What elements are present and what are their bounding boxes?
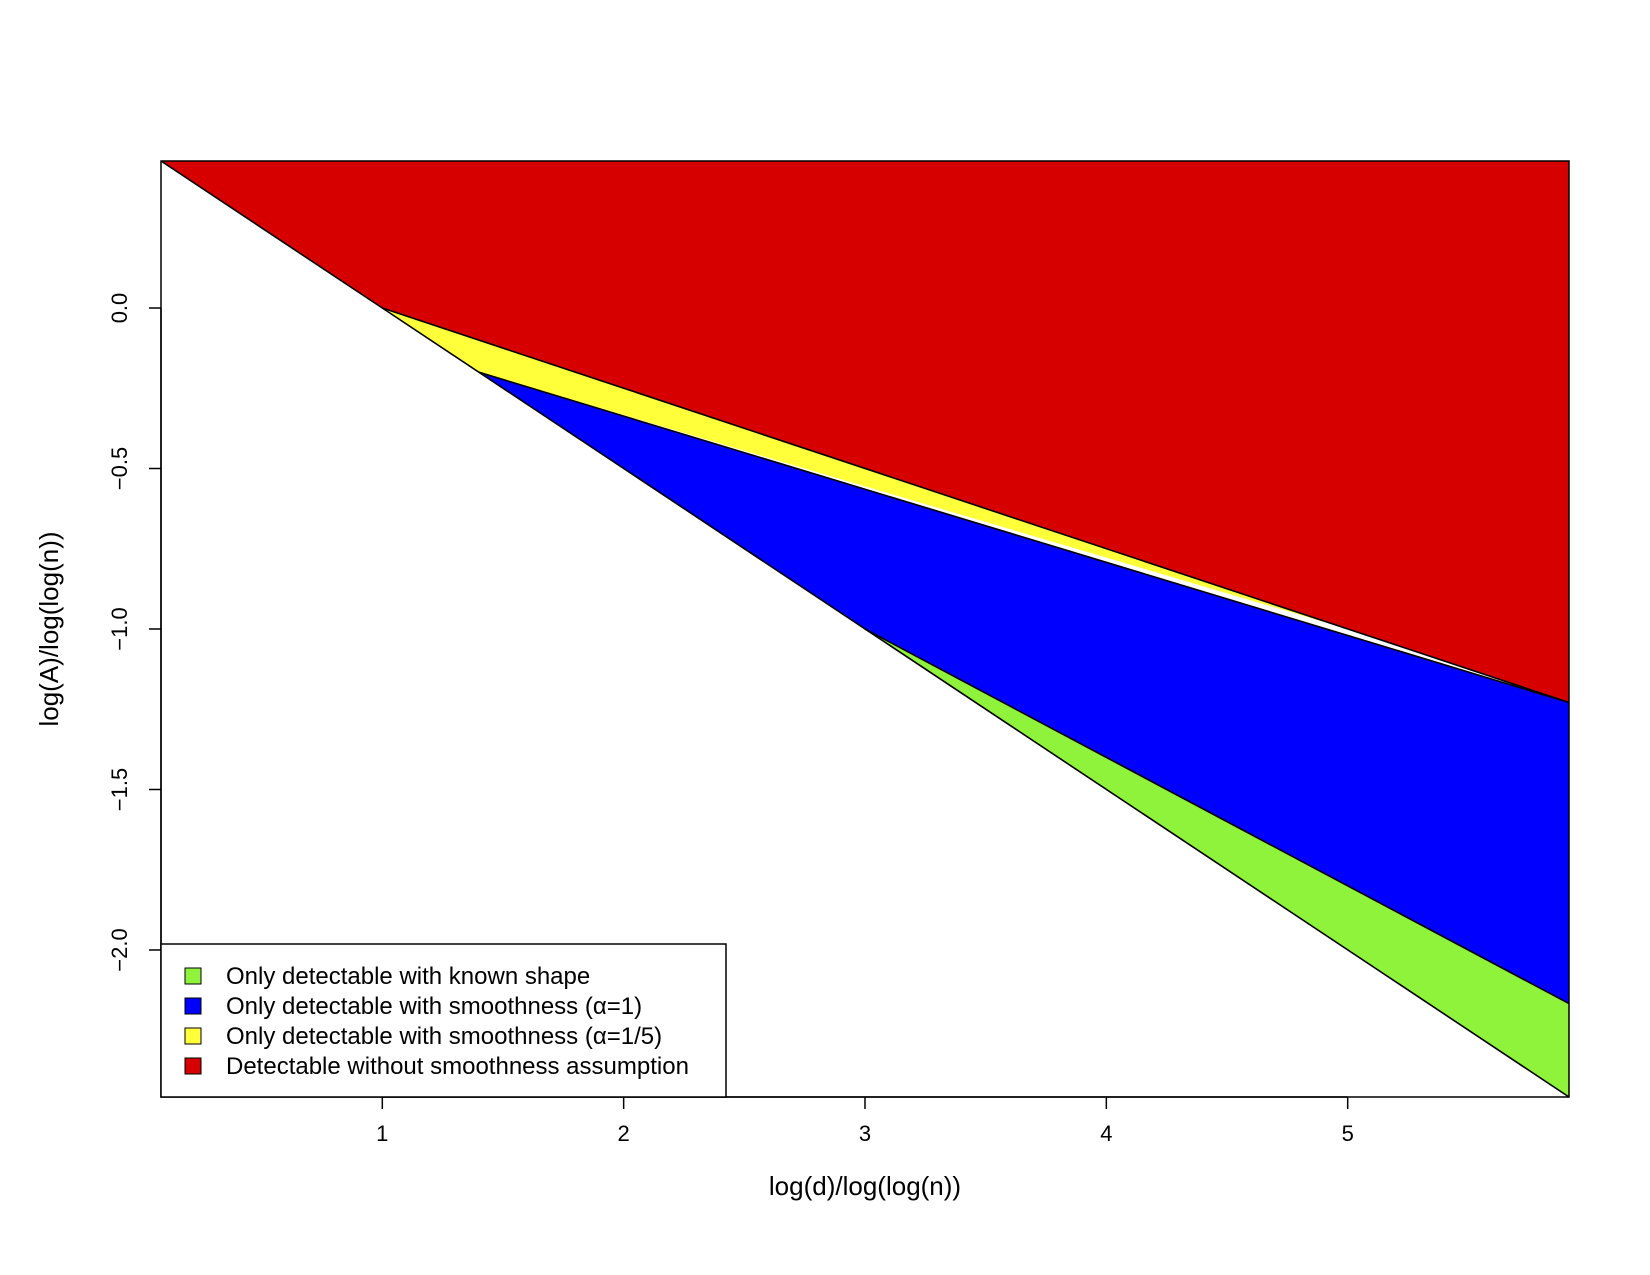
legend-swatch <box>184 967 202 985</box>
legend-swatch <box>184 997 202 1015</box>
region-2 <box>478 372 1569 1004</box>
x-tick-label: 4 <box>1100 1121 1112 1146</box>
y-tick-label: −0.5 <box>107 447 132 490</box>
y-axis: −2.0 −1.5 −1.0 −0.5 0.0 <box>107 293 162 972</box>
x-tick-label: 5 <box>1342 1121 1354 1146</box>
legend-label: Only detectable with smoothness (α=1/5) <box>226 1023 662 1050</box>
legend-swatch <box>184 1057 202 1075</box>
legend-label: Detectable without smoothness assumption <box>226 1053 689 1080</box>
x-tick-label: 2 <box>618 1121 630 1146</box>
legend: Only detectable with known shape Only det… <box>160 943 727 1098</box>
legend-label: Only detectable with known shape <box>226 963 590 990</box>
boundary-lines <box>160 160 1570 1098</box>
legend-swatch <box>184 1027 202 1045</box>
x-tick-label: 1 <box>376 1121 388 1146</box>
boundary-line-4 <box>864 628 1570 1005</box>
y-tick-label: −1.0 <box>107 607 132 650</box>
region-4 <box>161 161 1569 703</box>
legend-label: Only detectable with smoothness (α=1) <box>226 993 642 1020</box>
x-tick-label: 3 <box>859 1121 871 1146</box>
x-axis: 1 2 3 4 5 <box>376 1096 1354 1146</box>
y-tick-label: 0.0 <box>107 293 132 324</box>
y-tick-label: −2.0 <box>107 928 132 971</box>
y-tick-label: −1.5 <box>107 768 132 811</box>
boundary-line-2 <box>382 307 1570 704</box>
x-axis-title: log(d)/log(log(n)) <box>769 1171 961 1201</box>
boundary-line-3 <box>478 371 1570 704</box>
y-axis-title: log(A)/log(log(n)) <box>34 531 64 726</box>
legend-box <box>160 943 727 1098</box>
